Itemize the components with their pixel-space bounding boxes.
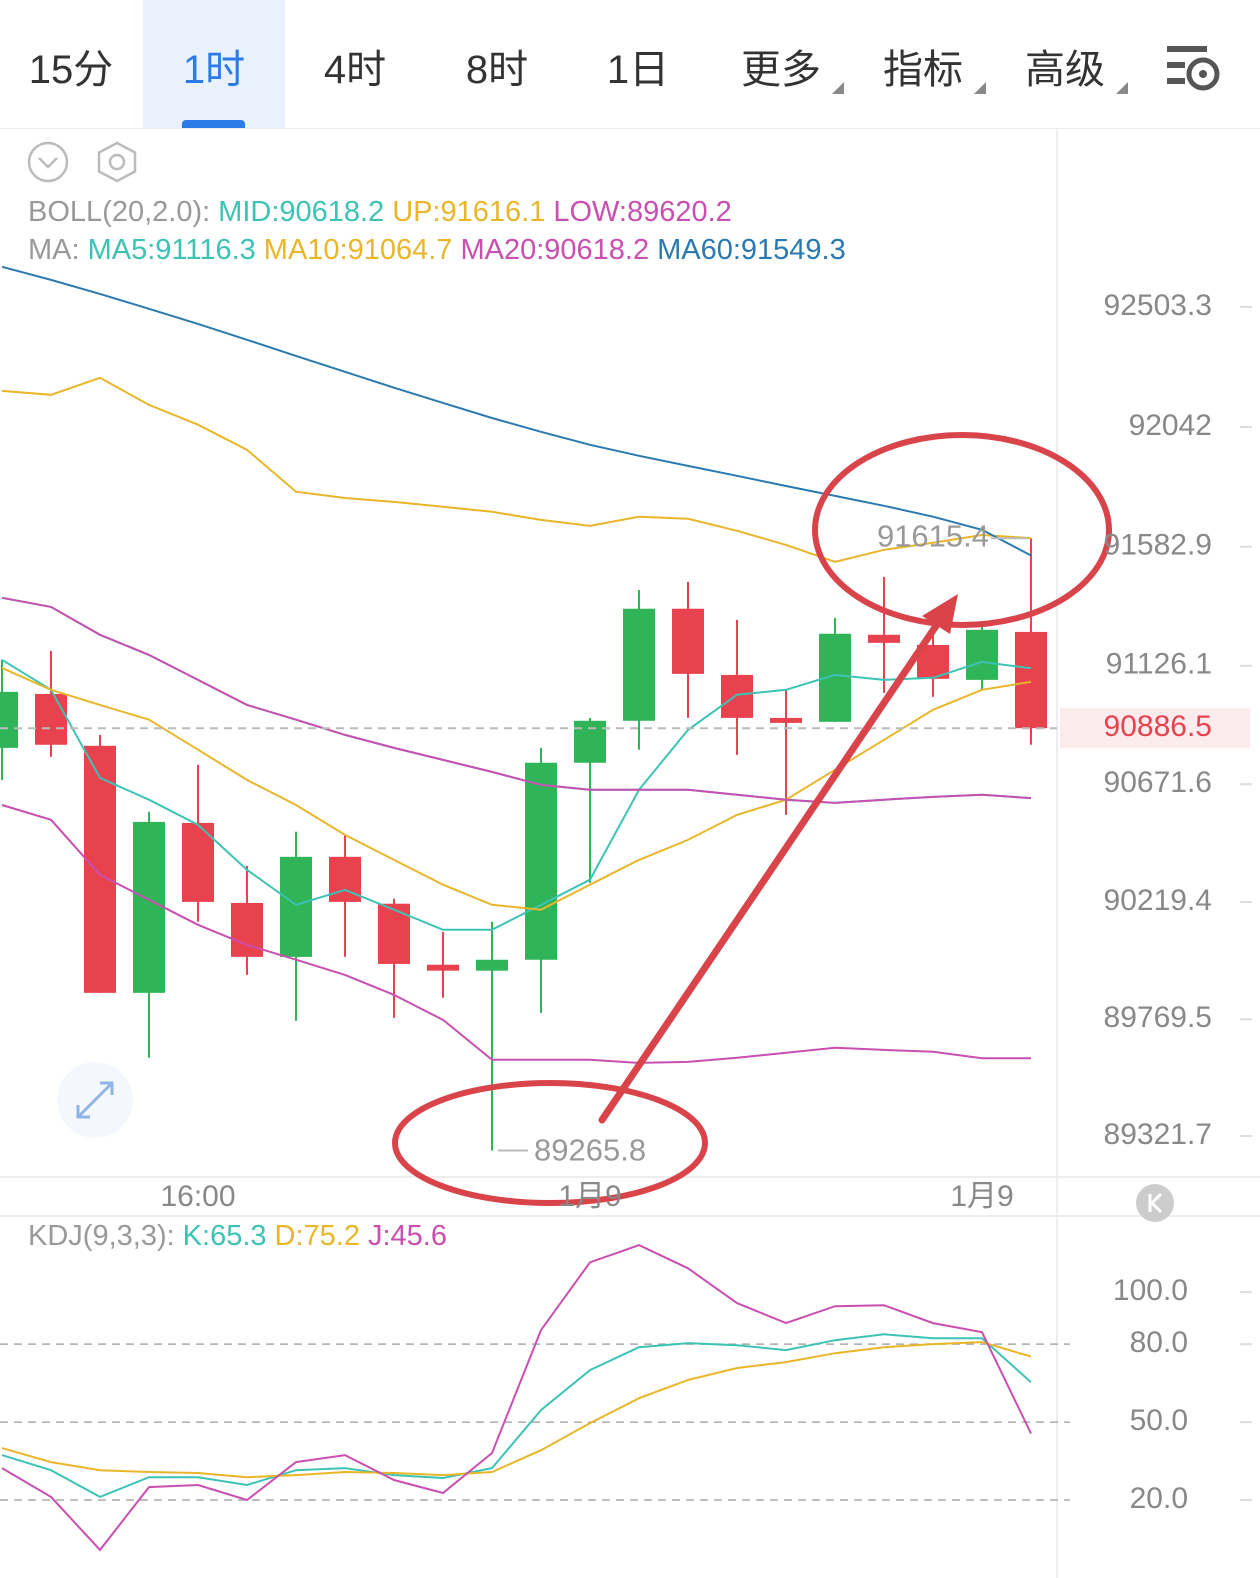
legend-entry: J:45.6 — [367, 1220, 447, 1252]
timeframe-tabs: 15分 1时 4时 8时 1日 更多 指标 高级 — [0, 0, 1260, 129]
candle-body — [966, 629, 998, 680]
y-tick-label: 91582.9 — [1104, 529, 1212, 562]
candle-body — [476, 959, 508, 971]
legend-entry: UP:91616.1 — [392, 196, 546, 228]
y-tick-label: 92503.3 — [1104, 289, 1212, 322]
candle-body — [182, 822, 214, 902]
expand-icon — [76, 1081, 114, 1119]
ma-legend: MA: MA5:91116.3 MA10:91064.7 MA20:90618.2 MA… — [28, 234, 854, 267]
legend-entry: MA60:91549.3 — [657, 234, 846, 266]
y-tick-label: 20.0 — [1130, 1482, 1188, 1515]
chart: 90886.5 91615.4 89265.8 89321.7 89769.5 9021… — [0, 128, 1260, 1578]
candle-body — [672, 608, 704, 674]
y-tick-label: 92042 — [1129, 409, 1212, 442]
y-tick-label: 50.0 — [1130, 1404, 1188, 1437]
candle-body — [280, 856, 312, 957]
candle-body — [525, 762, 557, 960]
indicator-line — [1, 658, 1032, 931]
candle-body — [427, 964, 459, 971]
candle-body — [84, 745, 116, 993]
legend-entry: MA20:90618.2 — [460, 234, 650, 266]
layout-settings-icon[interactable] — [1165, 44, 1225, 92]
tab[interactable]: 15分 — [28, 48, 114, 92]
indicator-line — [1, 596, 1032, 804]
y-tick-label: 100.0 — [1113, 1274, 1188, 1307]
tab[interactable]: 更多 — [710, 0, 852, 128]
scroll-latest-icon — [1148, 1192, 1163, 1214]
icon — [1167, 46, 1220, 91]
low-label: 89265.8 — [534, 1133, 646, 1168]
candle-body — [868, 634, 900, 643]
kdj-line — [1, 1244, 1032, 1552]
kdj-line — [1, 1333, 1032, 1499]
legend-title: BOLL(20,2.0): — [28, 196, 211, 228]
collapse-icon[interactable] — [27, 141, 69, 183]
tab[interactable]: 8时 — [465, 48, 529, 92]
legend-title: KDJ(9,3,3): — [28, 1220, 175, 1252]
scroll-latest-button[interactable] — [1136, 1184, 1174, 1222]
drawing-annotations — [392, 432, 1112, 1206]
x-tick-label: 1月9 — [558, 1180, 621, 1213]
indicator-line — [1, 666, 1032, 911]
tab[interactable]: 1日 — [606, 48, 670, 92]
candle-body — [133, 821, 165, 993]
collapse-icon — [38, 157, 58, 169]
indicator-line — [1, 804, 1032, 1064]
candle-body — [1015, 631, 1047, 729]
candle-body — [35, 693, 67, 745]
tab[interactable]: 1时 — [143, 0, 285, 128]
legend-entry: D:75.2 — [274, 1220, 360, 1252]
indicator-line — [1, 265, 1032, 557]
legend-entry: MA5:91116.3 — [87, 234, 256, 266]
arrow-shaft — [598, 616, 944, 1124]
dropdown-marker — [974, 82, 986, 94]
boll-legend: BOLL(20,2.0): MID:90618.2 UP:91616.1 LOW:89… — [28, 196, 740, 229]
legend-entry: K:65.3 — [182, 1220, 267, 1252]
y-tick-label: 89321.7 — [1104, 1118, 1212, 1151]
y-tick-label: 90671.6 — [1104, 766, 1212, 799]
x-tick-label: 1月9 — [950, 1180, 1013, 1213]
candle-body — [721, 674, 753, 718]
y-tick-label: 89769.5 — [1104, 1001, 1212, 1034]
highlight-ellipse — [812, 432, 1112, 628]
settings-icon — [108, 153, 126, 171]
y-tick-label: 80.0 — [1130, 1326, 1188, 1359]
kdj-line — [1, 1341, 1032, 1479]
dropdown-marker — [832, 82, 844, 94]
arrow-head — [922, 594, 958, 634]
x-tick-label: 16:00 — [160, 1180, 235, 1213]
price-plot — [0, 265, 1047, 1151]
tab[interactable]: 指标 — [852, 0, 994, 128]
candle-body — [574, 720, 606, 763]
candle-body — [378, 903, 410, 964]
candle-body — [623, 608, 655, 721]
overlay: 90886.5 91615.4 89265.8 — [0, 518, 1250, 1168]
y-tick-label: 91126.1 — [1106, 648, 1212, 681]
legend-entry: LOW:89620.2 — [553, 196, 732, 228]
tab[interactable]: 4时 — [323, 48, 387, 92]
candle-body — [770, 717, 802, 723]
last-price-tag — [1060, 708, 1250, 749]
high-label: 91615.4 — [877, 518, 989, 553]
settings-icon[interactable] — [97, 141, 137, 183]
indicator-line — [1, 596, 1032, 804]
legend-entry: MID:90618.2 — [218, 196, 385, 228]
last-price-label: 90886.5 — [1104, 710, 1212, 743]
tab[interactable]: 高级 — [994, 0, 1136, 128]
legend-title: MA: — [28, 234, 80, 266]
dropdown-marker — [1116, 82, 1128, 94]
candle-body — [0, 691, 18, 748]
kdj-legend: KDJ(9,3,3): K:65.3 D:75.2 J:45.6 — [28, 1220, 455, 1253]
indicator-line — [1, 376, 1032, 563]
y-tick-label: 90219.4 — [1104, 884, 1212, 917]
highlight-ellipse — [392, 1080, 708, 1206]
legend-entry: MA10:91064.7 — [263, 234, 453, 266]
